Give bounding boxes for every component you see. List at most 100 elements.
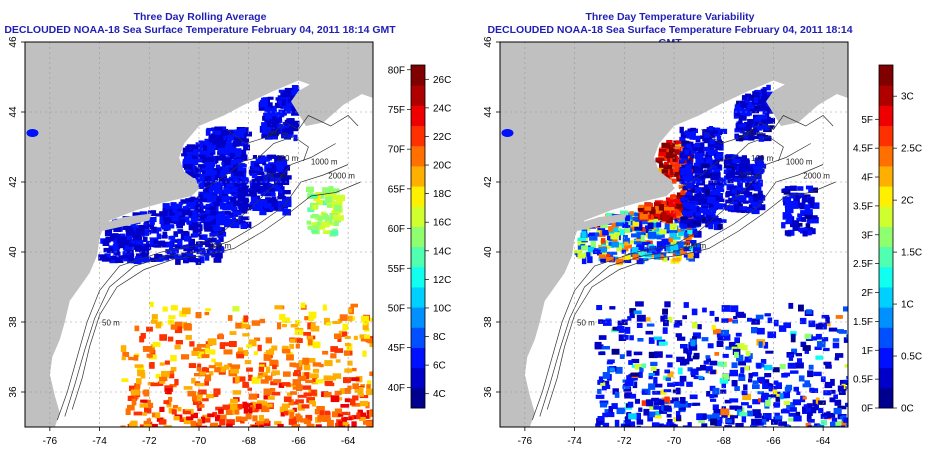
sst-pixel (706, 391, 711, 397)
sst-pixel (332, 320, 341, 324)
sst-pixel (260, 379, 269, 384)
sst-pixel (667, 400, 676, 404)
colorbar-segment (879, 206, 893, 227)
sst-pixel (134, 387, 140, 392)
sst-pixel (237, 135, 247, 141)
colorbar: 0C0.5C1C1.5C2C2.5C3C0F0.5F1F1.5F2F2.5F3F… (853, 64, 922, 415)
sst-pixel (832, 338, 840, 342)
sst-pixel (788, 417, 797, 422)
sst-pixel (764, 373, 772, 378)
sst-pixel (240, 207, 248, 214)
sst-pixel (347, 385, 352, 390)
sst-pixel (205, 170, 211, 177)
sst-pixel (659, 241, 669, 249)
sst-pixel (215, 414, 221, 422)
colorbar-fahrenheit-label: 45F (388, 343, 405, 354)
sst-pixel (334, 390, 342, 396)
isobath-contours (531, 115, 836, 421)
sst-pixel (222, 163, 227, 170)
sst-pixel (138, 224, 145, 229)
sst-pixel (246, 367, 253, 372)
sst-pixel (310, 215, 320, 219)
sst-pixel (669, 223, 678, 231)
sst-pixel (615, 228, 623, 234)
sst-pixel (622, 235, 628, 239)
sst-pixel (775, 382, 782, 389)
sst-pixel (605, 257, 614, 262)
sst-pixel (701, 423, 708, 427)
sst-pixel (197, 351, 205, 359)
sst-pixel (758, 341, 763, 348)
sst-pixel (752, 197, 758, 204)
sst-pixel (756, 363, 762, 369)
sst-pixel (826, 412, 836, 418)
sst-pixel (695, 158, 704, 163)
contour-label: 1000 m (311, 158, 338, 167)
sst-pixel (324, 216, 333, 224)
sst-pixel (297, 394, 307, 398)
sst-pixel (689, 208, 698, 214)
sst-pixel (730, 305, 739, 313)
sst-pixel (278, 89, 286, 93)
sst-pixel (793, 415, 802, 422)
lat-tick-label: 40 (483, 246, 494, 258)
sst-pixel (330, 375, 337, 381)
sst-pixel (798, 375, 805, 382)
sst-pixel (338, 421, 346, 427)
sst-pixel (304, 316, 311, 321)
sst-pixel (130, 222, 136, 228)
sst-pixel (722, 334, 731, 341)
sst-pixel (257, 185, 264, 190)
sst-pixel (764, 125, 770, 131)
sst-pixel (159, 380, 166, 384)
sst-pixel (684, 241, 690, 246)
colorbar-fahrenheit-label: 3.5F (853, 201, 873, 212)
sst-pixel (648, 351, 658, 359)
sst-pixel (790, 203, 797, 207)
sst-pixel (663, 164, 673, 170)
sst-pixel (257, 344, 262, 352)
sst-pixel (229, 341, 237, 347)
sst-pixel (738, 124, 744, 128)
sst-pixel (671, 236, 681, 240)
sst-pixel (310, 389, 317, 396)
sst-pixel (315, 200, 325, 206)
sst-pixel (598, 376, 603, 383)
sst-pixel (194, 373, 203, 377)
sst-pixel (177, 238, 183, 246)
sst-pixel (292, 379, 301, 386)
sst-pixel (705, 189, 710, 197)
sst-pixel (227, 134, 234, 141)
colorbar-fahrenheit-label: 75F (388, 105, 405, 116)
sst-pixel (142, 412, 147, 416)
sst-pixel (159, 219, 164, 224)
sst-pixel (289, 344, 294, 349)
sst-pixel (368, 317, 373, 322)
sst-pixel (193, 216, 198, 223)
sst-pixel (681, 132, 688, 138)
sst-pixel (721, 361, 727, 367)
sst-pixel (300, 302, 306, 308)
sst-pixel (724, 163, 732, 169)
sst-pixel (713, 409, 723, 416)
sst-pixel (258, 372, 263, 376)
sst-pixel (237, 181, 247, 186)
sst-pixel (135, 240, 144, 245)
sst-pixel (688, 195, 695, 201)
sst-pixel (207, 157, 214, 162)
sst-pixel (734, 159, 740, 164)
sst-pixel (282, 209, 291, 216)
sst-pixel (305, 379, 313, 383)
sst-pixel (198, 216, 207, 220)
sst-pixel (303, 332, 311, 336)
sst-pixel (293, 424, 301, 427)
sst-pixel (687, 252, 694, 259)
sst-pixel (229, 167, 238, 173)
sst-pixel (744, 127, 752, 132)
sst-pixel (197, 173, 206, 180)
sst-pixel (271, 196, 277, 201)
sst-pixel (709, 139, 716, 145)
sst-pixel (835, 420, 842, 426)
sst-pixel (761, 392, 769, 398)
